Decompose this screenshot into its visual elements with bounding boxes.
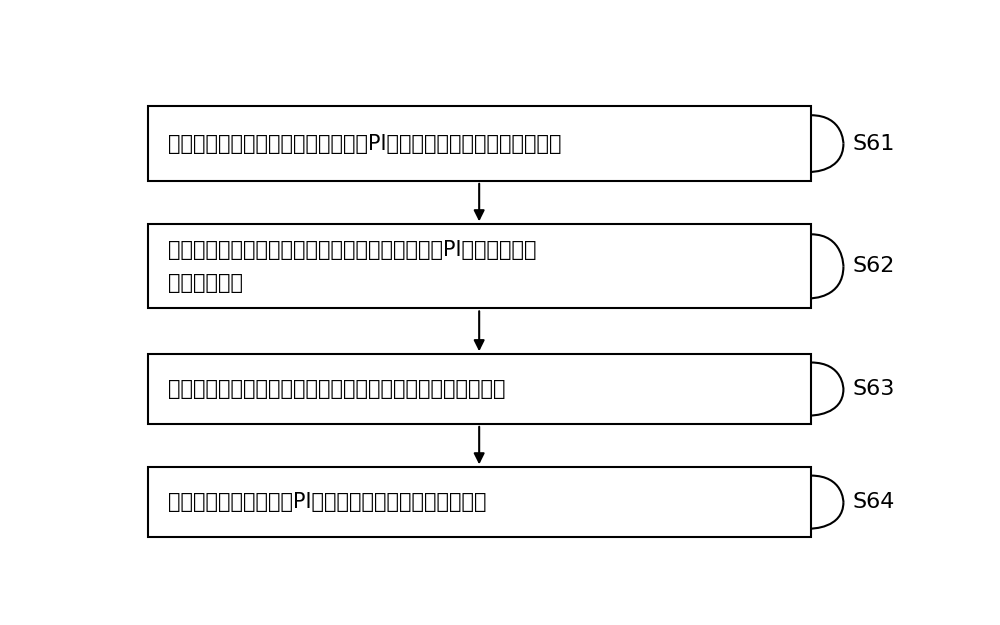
Bar	[148, 354, 811, 424]
Bar	[148, 224, 811, 308]
Text: 根据第一控制策略、第一预设值、第二预设值获得比例因子；: 根据第一控制策略、第一预设值、第二预设值获得比例因子；	[168, 379, 505, 399]
Text: 根据第二控制策略获得PI控制器参数中的修正比例因子。: 根据第二控制策略获得PI控制器参数中的修正比例因子。	[168, 492, 486, 512]
Text: S64: S64	[853, 492, 895, 512]
Bar	[148, 106, 811, 181]
Bar	[148, 468, 811, 537]
Text: S62: S62	[853, 256, 895, 276]
Text: S63: S63	[853, 379, 895, 399]
Text: S61: S61	[853, 134, 895, 154]
Text: 根据第一控制策略和第一预设值获得PI控制器参数中的腔温采样周期；: 根据第一控制策略和第一预设值获得PI控制器参数中的腔温采样周期；	[168, 134, 561, 154]
Text: 根据第一控制策略、第一预设值和第三预设值获得PI控制器参数中
的积分因子；: 根据第一控制策略、第一预设值和第三预设值获得PI控制器参数中 的积分因子；	[168, 240, 536, 292]
